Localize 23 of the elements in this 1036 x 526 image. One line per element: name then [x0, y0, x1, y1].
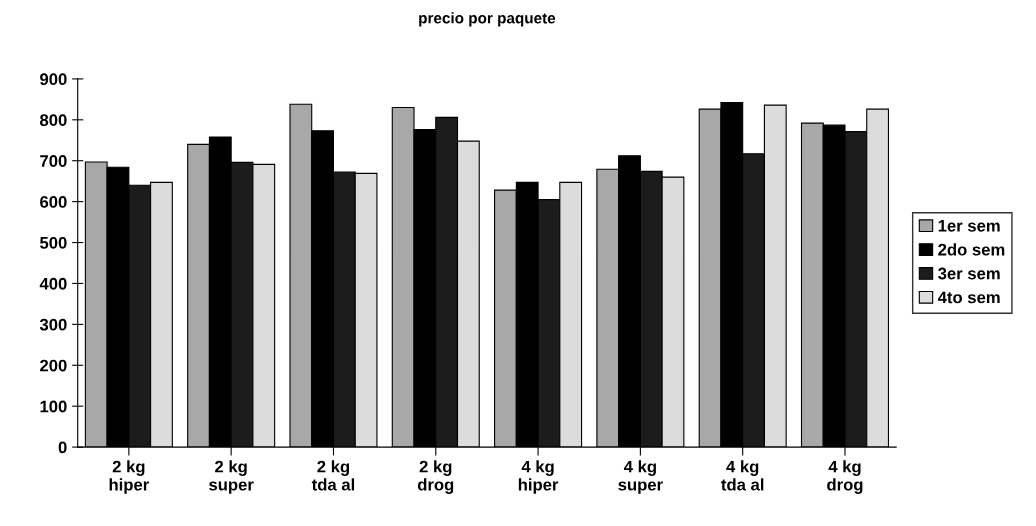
y-tick-label: 0 [58, 441, 67, 454]
x-tick-label: 4 kg hiper [518, 460, 559, 494]
y-tick-label: 200 [40, 359, 67, 372]
legend-label: 1er sem [938, 220, 1000, 232]
legend-label: 4to sem [937, 291, 1000, 304]
y-tick-label: 700 [40, 155, 67, 167]
x-tick-label: 4 kg drog [827, 460, 863, 494]
y-tick-label: 300 [39, 318, 67, 331]
y-tick-label: 900 [40, 73, 67, 86]
legend-label: 3er sem [938, 267, 1000, 280]
y-tick-label: 800 [40, 114, 67, 127]
y-tick-label: 400 [39, 277, 67, 290]
x-tick-label: 4 kg super [618, 460, 663, 494]
legend-label: 2do sem [938, 243, 1005, 256]
x-tick-label: 2 kg super [209, 460, 254, 494]
x-tick-label: 4 kg tda al [721, 460, 764, 491]
x-tick-label: 2 kg tda al [311, 460, 355, 491]
y-tick-label: 600 [40, 196, 67, 208]
y-tick-label: 500 [39, 236, 67, 249]
x-tick-label: 2 kg hiper [109, 460, 149, 494]
y-tick-label: 100 [40, 400, 67, 413]
x-tick-label: 2 kg drog [417, 460, 454, 494]
chart-title: precio por paquete [419, 12, 556, 27]
